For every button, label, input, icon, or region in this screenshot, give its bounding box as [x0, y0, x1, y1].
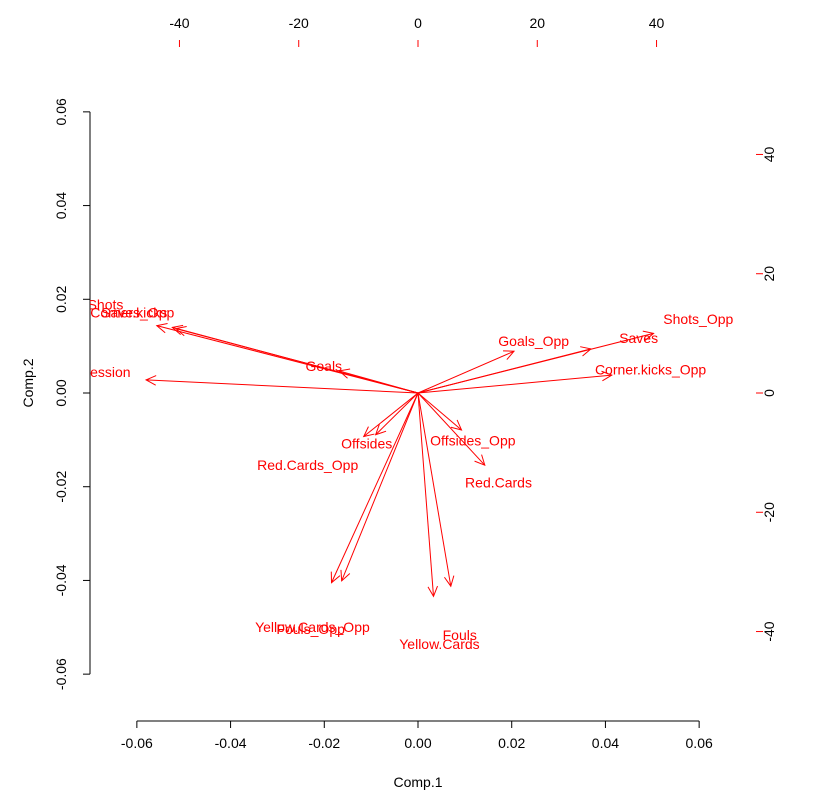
arrowhead-corner-kicks	[171, 324, 184, 335]
top-tick-label: -20	[289, 15, 309, 31]
arrowhead-yellow-cards	[427, 585, 438, 598]
label-possession: Possession	[59, 364, 131, 380]
label-goals-opp: Goals_Opp	[498, 333, 569, 349]
arrow-goals-opp	[417, 350, 515, 394]
right-tick-label: 20	[761, 266, 777, 282]
arrowhead-fouls	[444, 575, 455, 588]
y-tick-label: -0.04	[53, 564, 69, 596]
label-fouls: Fouls	[443, 627, 477, 643]
x-tick-label: -0.04	[215, 735, 247, 751]
y-tick-label: 0.06	[53, 98, 69, 125]
x-axis: -0.06 -0.04 -0.02 0.00 0.02 0.04 0.06	[121, 720, 713, 751]
arrowhead-possession	[144, 375, 157, 386]
right-tick-label: -40	[761, 621, 777, 641]
label-yellow-cards: Yellow.Cards	[399, 636, 479, 652]
x-tick-label: 0.00	[404, 735, 431, 751]
y-tick-label: 0.00	[53, 379, 69, 406]
label-shots: Shots	[88, 297, 124, 313]
x-tick-label: 0.02	[498, 735, 525, 751]
x-tick-label: -0.02	[308, 735, 340, 751]
arrow-goals	[339, 370, 419, 394]
label-corner-kicks-opp: Corner.kicks_Opp	[595, 362, 706, 378]
right-axis: -40 -20 0 20 40	[756, 146, 777, 642]
top-tick-label: 20	[529, 15, 545, 31]
y-tick-label: 0.04	[53, 192, 69, 219]
right-tick-label: 40	[761, 146, 777, 162]
arrow-shots-opp	[417, 332, 654, 394]
arrowhead-saves-opp	[174, 326, 187, 337]
arrow-yellow-cards-opp	[331, 392, 419, 583]
label-offsides: Offsides	[341, 436, 392, 452]
label-shots-opp: Shots_Opp	[663, 311, 733, 327]
right-tick-label: -20	[761, 502, 777, 522]
arrow-saves-opp	[175, 328, 419, 394]
arrowhead-fouls-opp	[340, 569, 351, 582]
arrow-yellow-cards	[417, 392, 435, 597]
arrow-offsides	[375, 392, 419, 436]
arrowhead-offsides	[374, 424, 387, 436]
arrow-red-cards	[417, 392, 486, 466]
label-fouls-opp: Fouls_Opp	[276, 621, 345, 637]
arrow-fouls-opp	[341, 392, 419, 582]
label-offsides-opp: Offsides_Opp	[430, 433, 516, 449]
y-axis: -0.06 -0.04 -0.02 0.00 0.02 0.04 0.06	[53, 98, 91, 690]
label-corner-kicks: Corner.kicks	[90, 304, 167, 320]
loading-arrows	[144, 322, 655, 598]
arrow-fouls	[417, 392, 452, 587]
label-saves-opp: Saves_Opp	[101, 304, 174, 320]
arrowhead-yellow-cards-opp	[330, 571, 341, 584]
y-axis-title: Comp.2	[20, 358, 36, 407]
arrowhead-shots	[155, 322, 168, 334]
arrow-corner-kicks-opp	[417, 374, 612, 394]
top-tick-label: -40	[169, 15, 189, 31]
arrowhead-offsides-opp	[450, 419, 463, 431]
top-tick-label: 0	[414, 15, 422, 31]
top-tick-label: 40	[649, 15, 665, 31]
arrowhead-goals-opp	[503, 350, 516, 360]
label-goals: Goals	[305, 358, 342, 374]
arrowhead-red-cards-opp	[362, 426, 375, 438]
top-axis: -40 -20 0 20 40	[169, 15, 665, 47]
x-tick-label: 0.06	[686, 735, 713, 751]
label-red-cards-opp: Red.Cards_Opp	[257, 457, 358, 473]
arrowhead-goals	[338, 368, 351, 379]
arrow-possession	[146, 379, 419, 394]
arrow-offsides-opp	[417, 392, 462, 431]
label-saves: Saves	[619, 330, 658, 346]
x-axis-title: Comp.1	[393, 774, 442, 790]
arrow-red-cards-opp	[363, 392, 419, 437]
right-tick-label: 0	[761, 389, 777, 397]
arrowhead-red-cards	[474, 454, 486, 467]
x-tick-label: -0.06	[121, 735, 153, 751]
y-tick-label: 0.02	[53, 285, 69, 312]
x-tick-label: 0.04	[592, 735, 619, 751]
label-yellow-cards-opp: Yellow.Cards_Opp	[255, 619, 370, 635]
arrowhead-corner-kicks-opp	[601, 370, 613, 382]
arrowhead-shots-opp	[642, 330, 655, 341]
y-tick-label: -0.02	[53, 471, 69, 503]
label-red-cards: Red.Cards	[465, 474, 532, 490]
y-tick-label: -0.06	[53, 658, 69, 690]
